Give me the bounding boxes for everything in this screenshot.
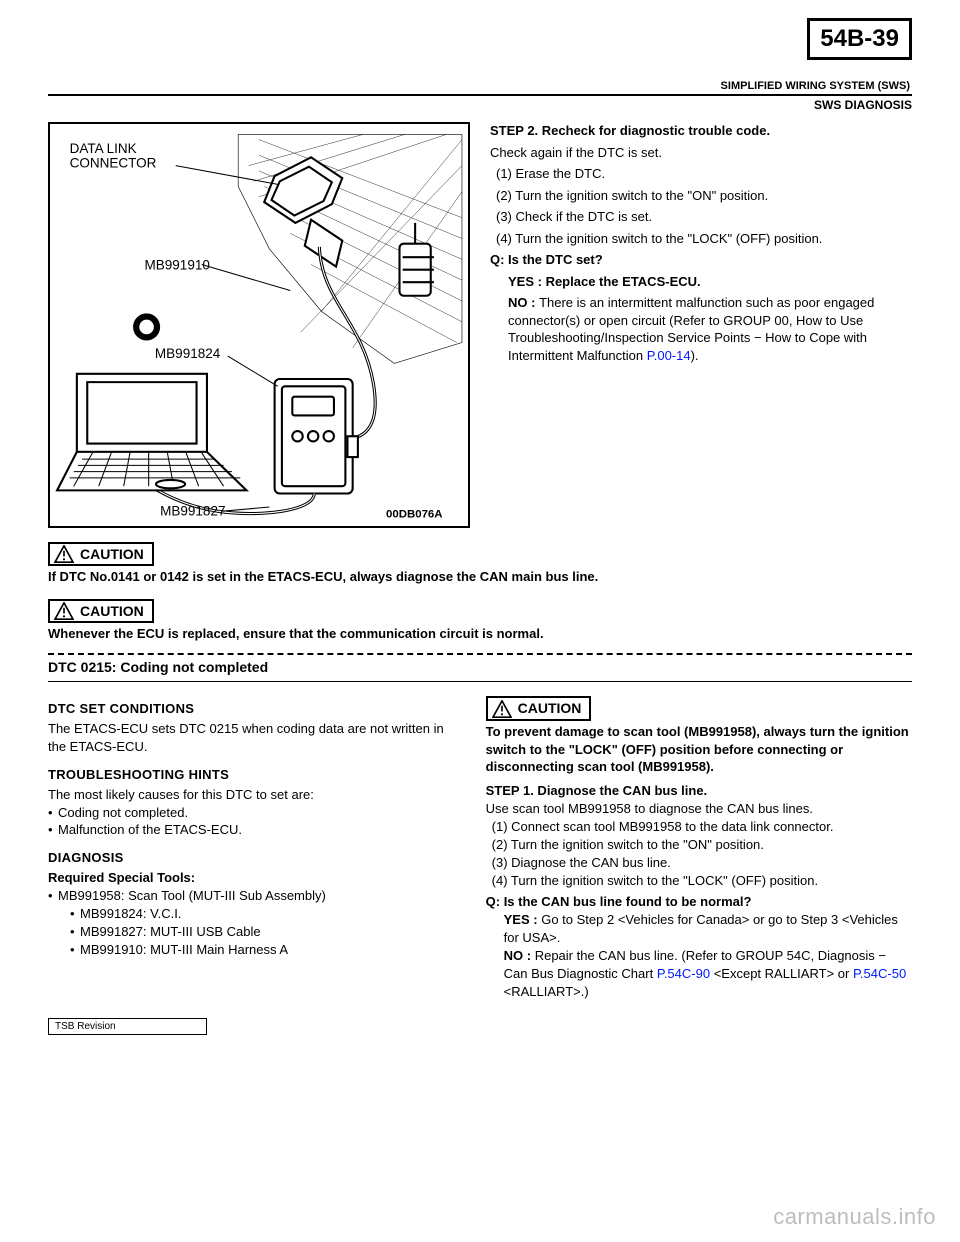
tool-1: MB991958: Scan Tool (MUT-III Sub Assembl… (58, 887, 326, 905)
step1-item-1: (1) Connect scan tool MB991958 to the da… (492, 818, 912, 836)
step1-yes-prefix: YES : (504, 912, 542, 927)
svg-text:MB991827: MB991827 (160, 503, 225, 518)
bullet-dot: • (70, 923, 80, 941)
warning-icon (54, 602, 74, 620)
step2-question: Q: Is the DTC set? (490, 251, 912, 269)
step1-no-link-2b[interactable]: 50 (892, 966, 906, 981)
bullet-dot: • (48, 887, 58, 905)
dtc-rule (48, 681, 912, 682)
causes-intro: The most likely causes for this DTC to s… (48, 786, 458, 804)
bullet-dot: • (70, 941, 80, 959)
caution-label-3: CAUTION (486, 696, 592, 721)
step1-intro: Use scan tool MB991958 to diagnose the C… (486, 800, 912, 818)
svg-text:MB991824: MB991824 (155, 346, 221, 361)
step2-title: STEP 2. Recheck for diagnostic trouble c… (490, 122, 912, 140)
step2-intro: Check again if the DTC is set. (490, 144, 912, 162)
section-rule (48, 94, 912, 96)
step2-item-4: (4) Turn the ignition switch to the "LOC… (496, 230, 912, 248)
step1-no-link-2a[interactable]: P.54C- (853, 966, 892, 981)
page-number: 54B-39 (807, 18, 912, 60)
step2-yes: YES : Replace the ETACS-ECU. (508, 274, 701, 289)
caution-text-3: To prevent damage to scan tool (MB991958… (486, 723, 912, 776)
step1-item-2: (2) Turn the ignition switch to the "ON"… (492, 836, 912, 854)
step1-no-ins2: <RALLIART>.) (504, 984, 589, 999)
required-tools-h: Required Special Tools: (48, 869, 458, 887)
caution-text-2: Whenever the ECU is replaced, ensure tha… (48, 625, 912, 643)
warning-icon (492, 700, 512, 718)
svg-text:DATA LINK: DATA LINK (70, 141, 137, 156)
warning-icon (54, 545, 74, 563)
dtc-set-conditions-h: DTC SET CONDITIONS (48, 700, 458, 718)
step1-item-3: (3) Diagnose the CAN bus line. (492, 854, 912, 872)
tool-2: MB991824: V.C.I. (80, 905, 181, 923)
step1-no-link-1a[interactable]: P.54C- (657, 966, 696, 981)
cause-1: Coding not completed. (58, 804, 188, 822)
step1-yes-text: Go to Step 2 <Vehicles for Canada> or go… (504, 912, 898, 945)
step2-item-2: (2) Turn the ignition switch to the "ON"… (496, 187, 912, 205)
dtc-set-conditions-p: The ETACS-ECU sets DTC 0215 when coding … (48, 720, 458, 756)
step2-no-link[interactable]: P.00-14 (647, 348, 691, 363)
svg-text:MB991910: MB991910 (145, 258, 210, 273)
step1-item-4: (4) Turn the ignition switch to the "LOC… (492, 872, 912, 890)
tool-4: MB991910: MUT-III Main Harness A (80, 941, 288, 959)
step2-item-1: (1) Erase the DTC. (496, 165, 912, 183)
step1-no-prefix: NO : (504, 948, 535, 963)
step2-no-prefix: NO : (508, 295, 539, 310)
caution-label-1: CAUTION (48, 542, 154, 566)
bullet-dot: • (48, 804, 58, 822)
bullet-dot: • (48, 821, 58, 839)
step1-no-ins1: <Except RALLIART> or (710, 966, 853, 981)
diagnosis-h: DIAGNOSIS (48, 849, 458, 867)
step1-question: Q: Is the CAN bus line found to be norma… (486, 893, 912, 911)
svg-text:CONNECTOR: CONNECTOR (70, 156, 157, 171)
step2-item-3: (3) Check if the DTC is set. (496, 208, 912, 226)
watermark: carmanuals.info (773, 1204, 936, 1230)
tool-3: MB991827: MUT-III USB Cable (80, 923, 261, 941)
subsection-title: SWS DIAGNOSIS (48, 98, 912, 112)
svg-text:00DB076A: 00DB076A (386, 508, 443, 520)
cause-2: Malfunction of the ETACS-ECU. (58, 821, 242, 839)
caution-text-1: If DTC No.0141 or 0142 is set in the ETA… (48, 568, 912, 586)
troubleshooting-hints-h: TROUBLESHOOTING HINTS (48, 766, 458, 784)
tsb-revision: TSB Revision (48, 1021, 912, 1032)
caution-label-2: CAUTION (48, 599, 154, 623)
step1-no-link-1b[interactable]: 90 (696, 966, 710, 981)
bullet-dot: • (70, 905, 80, 923)
step2-no-text-2: ). (691, 348, 699, 363)
diagnostic-figure: DATA LINK CONNECTOR MB991910 MB991824 MB… (48, 122, 470, 528)
dtc-heading: DTC 0215: Coding not completed (48, 653, 912, 675)
step1-title: STEP 1. Diagnose the CAN bus line. (486, 782, 912, 800)
section-title: SIMPLIFIED WIRING SYSTEM (SWS) (48, 80, 912, 92)
